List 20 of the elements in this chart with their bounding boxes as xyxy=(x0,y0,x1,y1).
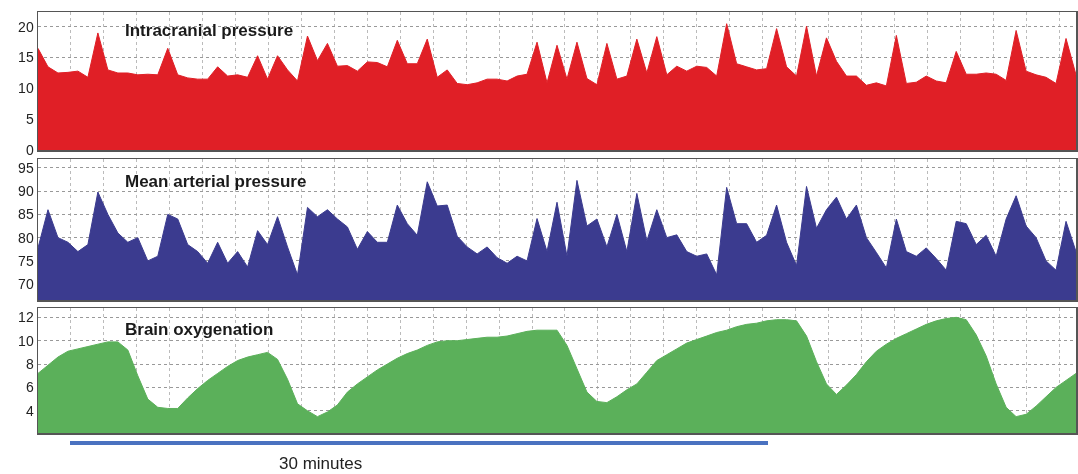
y-tick-label: 15 xyxy=(18,49,34,66)
text: Brain oxygenation xyxy=(125,319,274,339)
y-tick-label: 5 xyxy=(25,111,34,128)
y-tick-label: 75 xyxy=(18,252,34,269)
y-tick-label: 6 xyxy=(25,379,34,396)
y-tick-label: 20 xyxy=(18,18,34,35)
text: Mean arterial pressure xyxy=(125,171,307,191)
y-tick-label: 10 xyxy=(18,332,34,349)
y-tick-label: 85 xyxy=(18,206,34,223)
text: 30 minutes xyxy=(279,454,363,473)
y-tick-label: 95 xyxy=(18,159,34,176)
y-tick-label: 10 xyxy=(18,80,34,97)
y-tick-label: 12 xyxy=(18,309,34,326)
y-tick-label: 80 xyxy=(18,229,34,246)
y-tick-label: 90 xyxy=(18,183,34,200)
y-tick-label: 70 xyxy=(18,276,34,293)
y-tick-label: 4 xyxy=(25,402,34,419)
y-tick-label: 0 xyxy=(25,141,34,158)
y-tick-label: 8 xyxy=(25,355,34,372)
text: Intracranial pressure xyxy=(125,20,294,40)
